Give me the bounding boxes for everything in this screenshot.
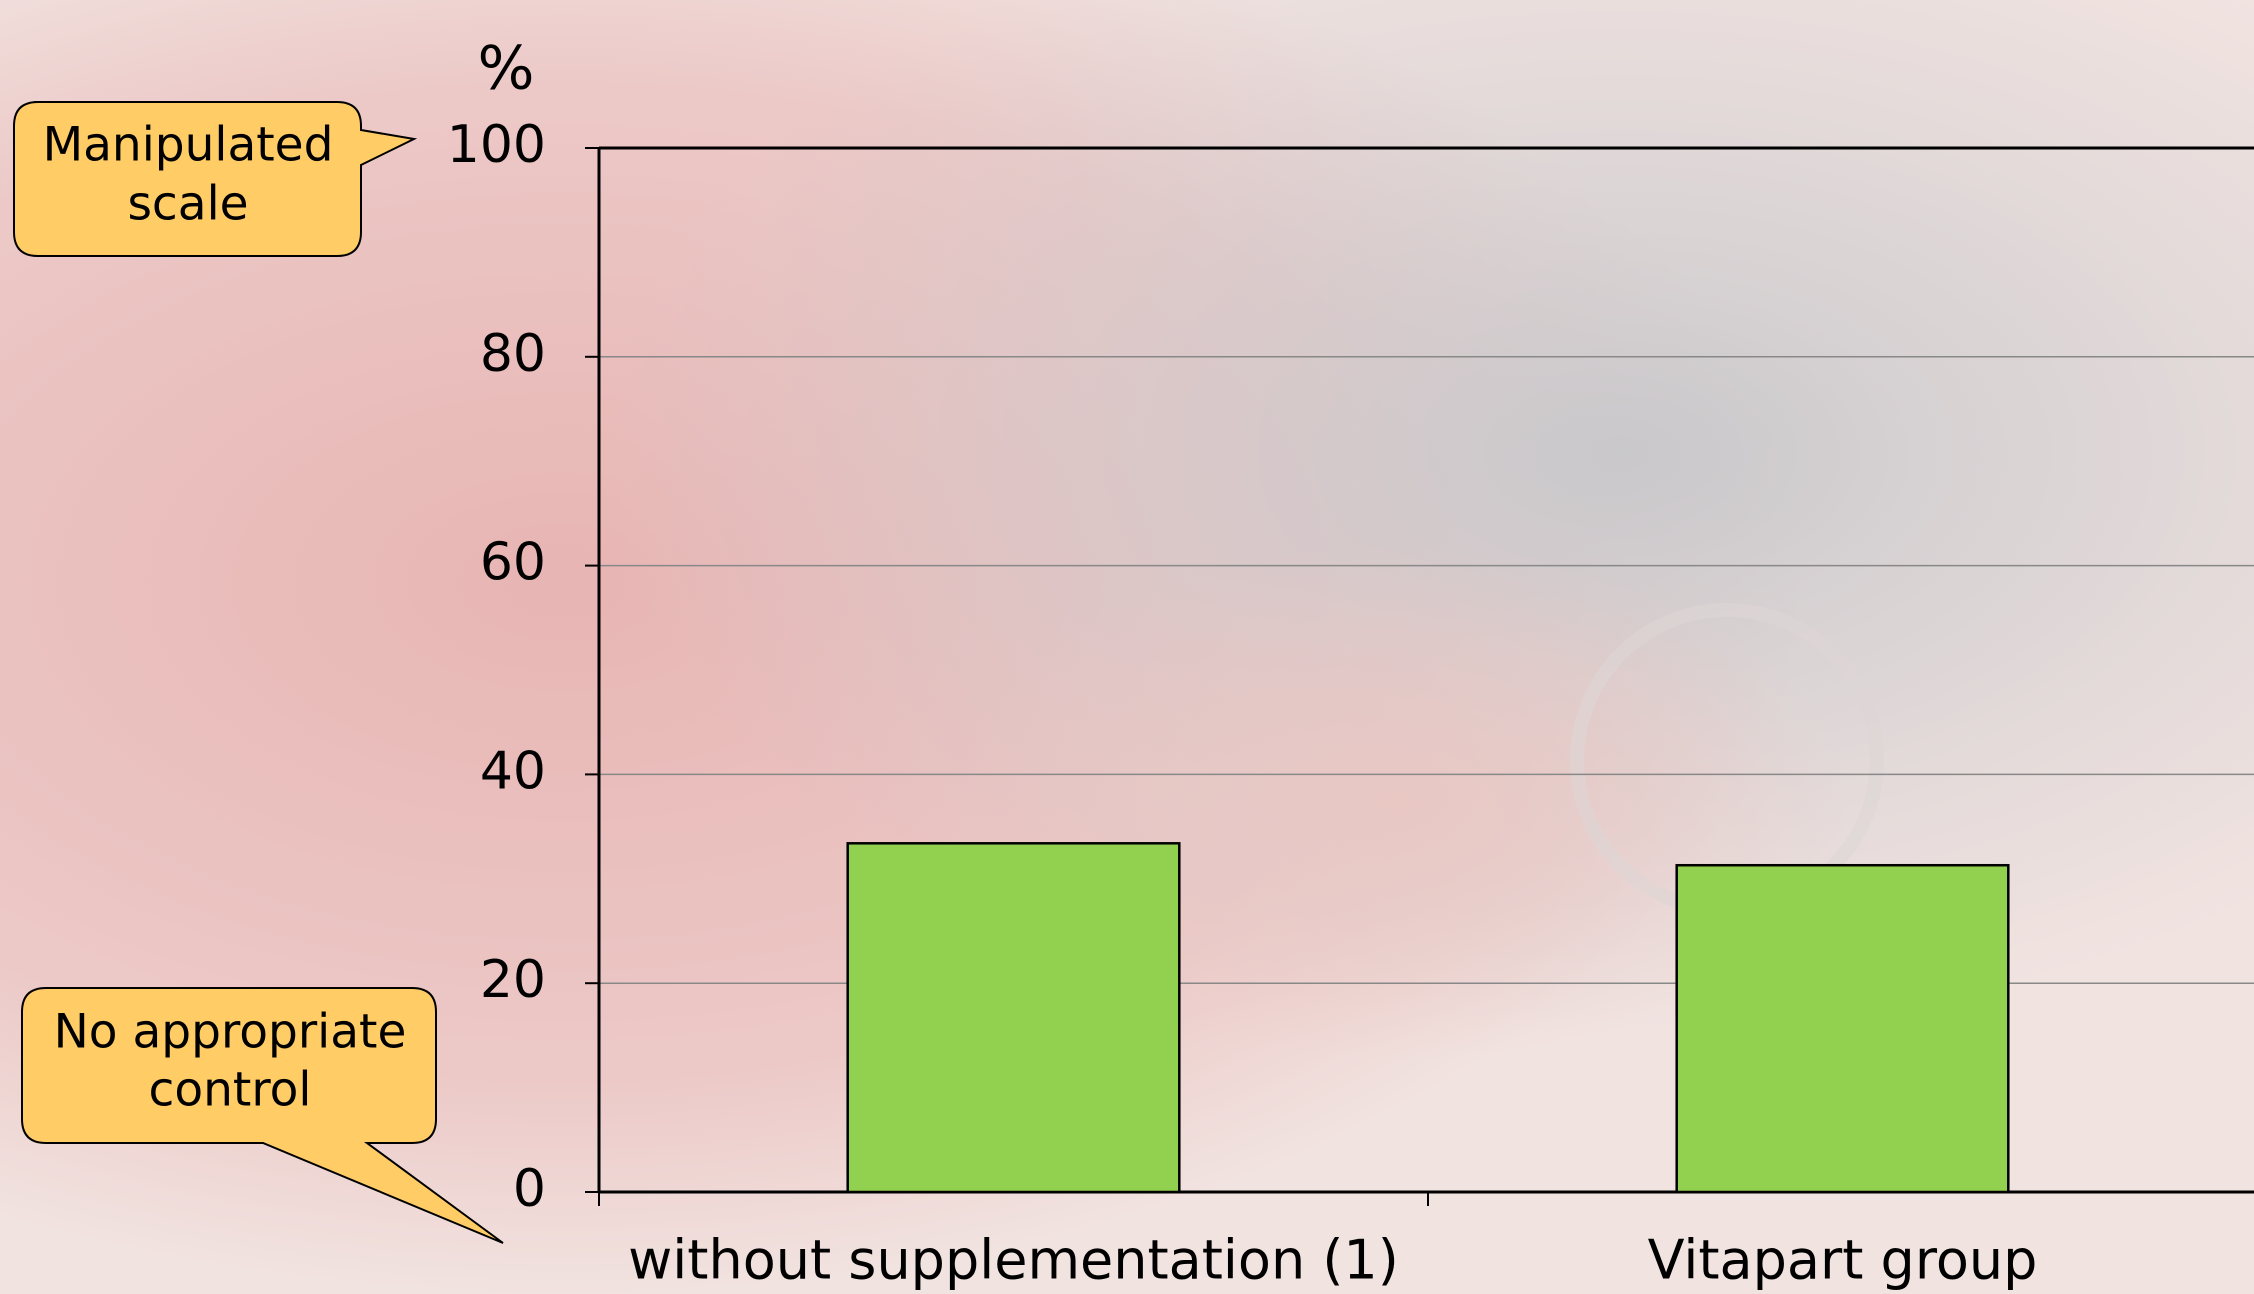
callout	[21, 987, 504, 1244]
annotation: scale	[127, 177, 248, 232]
callout-box	[13, 101, 418, 257]
annotation: No appropriate	[54, 1005, 407, 1060]
annotation: Manipulated	[43, 118, 334, 173]
y-tick-label: 80	[480, 324, 546, 384]
bar	[846, 842, 1181, 1194]
x-tick-label: Vitapart group	[1648, 1229, 2038, 1292]
y-axis-label: %	[477, 34, 534, 104]
callout-box	[21, 987, 504, 1244]
callout	[13, 101, 418, 257]
y-tick-label: 20	[480, 950, 546, 1010]
bar	[1675, 863, 2010, 1194]
y-tick-label: 60	[480, 533, 546, 593]
y-tick-label: 40	[480, 741, 546, 801]
x-tick-label: without supplementation (1)	[628, 1229, 1399, 1292]
y-tick-label: 100	[447, 115, 546, 175]
annotation: control	[149, 1063, 312, 1118]
y-tick-label: 0	[513, 1159, 546, 1219]
